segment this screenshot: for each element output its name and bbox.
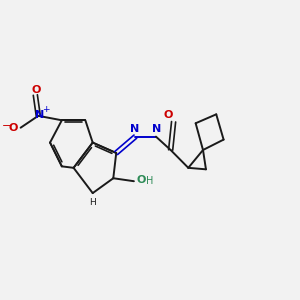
Text: O: O: [9, 123, 18, 133]
Text: N: N: [34, 110, 44, 120]
Text: O: O: [136, 175, 146, 185]
Text: O: O: [31, 85, 40, 95]
Text: N: N: [152, 124, 161, 134]
Text: O: O: [164, 110, 173, 120]
Text: H: H: [146, 176, 154, 186]
Text: −: −: [2, 121, 11, 131]
Text: +: +: [42, 105, 50, 114]
Text: H: H: [89, 198, 96, 207]
Text: N: N: [130, 124, 139, 134]
